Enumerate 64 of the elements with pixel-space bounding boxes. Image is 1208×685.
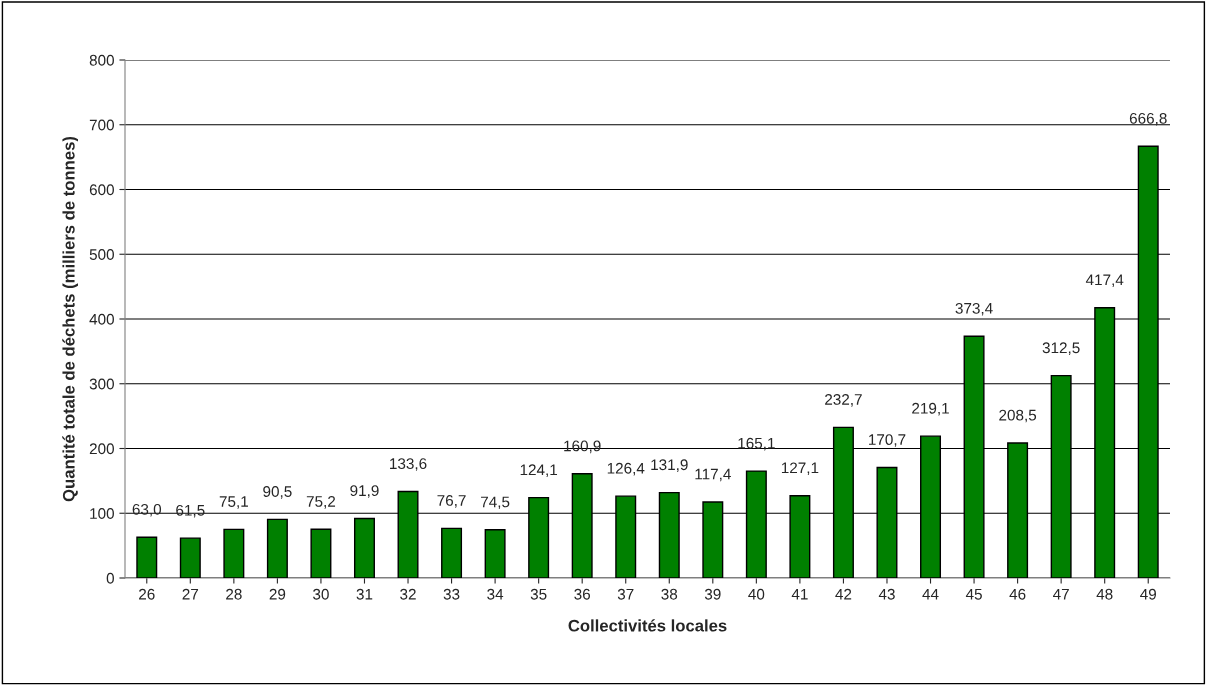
- y-tick-label: 500: [89, 249, 114, 260]
- x-tick-label: 36: [574, 588, 591, 600]
- data-label: 208,5: [999, 409, 1037, 423]
- x-tick-label: 27: [182, 588, 199, 600]
- data-label: 131,9: [651, 459, 688, 472]
- data-label: 133,6: [390, 458, 427, 471]
- data-label: 117,4: [695, 468, 731, 482]
- data-label: 170,7: [869, 434, 906, 447]
- y-tick-label: 800: [89, 54, 114, 66]
- data-label: 74,5: [481, 496, 510, 510]
- x-tick-label: 41: [791, 588, 808, 600]
- x-tick-label: 49: [1140, 588, 1156, 600]
- data-label: 127,1: [781, 462, 819, 476]
- data-label: 666,8: [1129, 112, 1167, 126]
- x-tick-label: 38: [661, 588, 678, 600]
- bar: [179, 537, 201, 578]
- data-label: 75,2: [306, 496, 336, 509]
- data-label: 91,9: [350, 485, 379, 498]
- x-tick-label: 28: [226, 588, 242, 600]
- y-tick-label: 100: [90, 508, 114, 519]
- x-tick-label: 30: [313, 588, 329, 600]
- data-label: 76,7: [437, 495, 466, 508]
- x-tick-label: 44: [922, 588, 939, 600]
- x-tick-label: 45: [965, 588, 982, 600]
- data-label: 165,1: [738, 437, 775, 451]
- y-tick-label: 600: [89, 184, 114, 196]
- y-tick-label: 400: [89, 313, 114, 325]
- bar: [441, 527, 463, 578]
- x-tick-label: 46: [1009, 588, 1026, 600]
- x-tick-label: 42: [835, 588, 852, 600]
- x-tick-label: 26: [139, 588, 155, 600]
- x-tick-label: 35: [530, 588, 547, 600]
- data-label: 232,7: [825, 394, 862, 407]
- data-label: 126,4: [607, 462, 645, 476]
- x-tick-label: 47: [1053, 588, 1069, 600]
- x-tick-label: 39: [704, 588, 721, 600]
- bar: [353, 517, 375, 578]
- data-label: 373,4: [955, 302, 993, 316]
- x-tick-label: 29: [269, 588, 286, 600]
- y-tick-label: 0: [106, 572, 114, 584]
- x-tick-label: 34: [487, 588, 504, 600]
- bar: [136, 536, 158, 578]
- data-label: 90,5: [263, 486, 292, 499]
- x-tick-label: 33: [443, 588, 460, 600]
- x-tick-label: 48: [1096, 588, 1113, 600]
- x-axis-title: Collectivités locales: [568, 619, 727, 632]
- x-tick-label: 43: [878, 588, 895, 600]
- x-tick-label: 32: [400, 588, 416, 600]
- bar: [266, 518, 288, 578]
- y-tick-label: 200: [89, 443, 114, 455]
- bar: [223, 528, 245, 578]
- bar: [484, 529, 506, 578]
- data-label: 417,4: [1085, 274, 1124, 288]
- x-tick-label: 40: [748, 588, 765, 600]
- data-label: 124,1: [520, 464, 558, 477]
- x-tick-label: 37: [617, 588, 634, 600]
- x-tick-label: 31: [356, 588, 373, 600]
- bar: [310, 528, 332, 578]
- y-axis-title: Quantité totale de déchets (milliers de tonnes): [62, 136, 78, 502]
- data-label: 75,1: [219, 496, 248, 509]
- data-label: 219,1: [912, 402, 949, 416]
- data-label: 312,5: [1042, 342, 1080, 355]
- y-tick-label: 700: [89, 119, 114, 131]
- y-tick-label: 300: [89, 378, 114, 390]
